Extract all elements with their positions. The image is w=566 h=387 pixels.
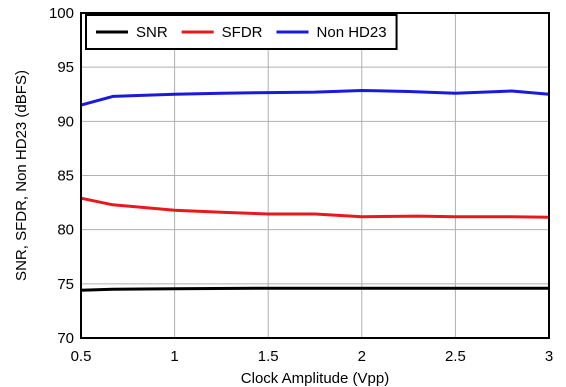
y-tick-label: 100 [49,5,74,22]
series-line-non-hd23 [80,89,550,107]
y-tick-label: 95 [57,59,74,76]
legend: SNR SFDR Non HD23 [85,14,398,50]
x-tick-label: 1.5 [258,348,279,365]
series-line-sfdr [80,196,550,219]
legend-label: SNR [136,24,168,41]
legend-label: SFDR [222,24,263,41]
x-tick-label: 1 [170,348,178,365]
series-line-snr [80,286,549,292]
y-tick-label: 85 [57,168,74,185]
y-tick-label: 75 [57,276,74,293]
plot-frame [80,12,550,339]
legend-box [85,14,398,50]
x-axis-ticks: 0.5 1 1.5 2 2.5 3 [71,348,554,365]
x-tick-label: 0.5 [71,348,92,365]
x-tick-label: 3 [545,348,553,365]
y-tick-label: 70 [57,330,74,347]
y-tick-label: 90 [57,113,74,130]
legend-label: Non HD23 [317,24,387,41]
y-tick-label: 80 [57,222,74,239]
series-layer [80,89,550,292]
y-axis-label: SNR, SFDR, Non HD23 (dBFS) [13,70,30,281]
x-axis-label: Clock Amplitude (Vpp) [241,370,389,387]
grid [81,13,549,338]
y-axis-ticks: 70 75 80 85 90 95 100 [49,5,74,347]
x-tick-label: 2 [358,348,366,365]
x-tick-label: 2.5 [445,348,466,365]
